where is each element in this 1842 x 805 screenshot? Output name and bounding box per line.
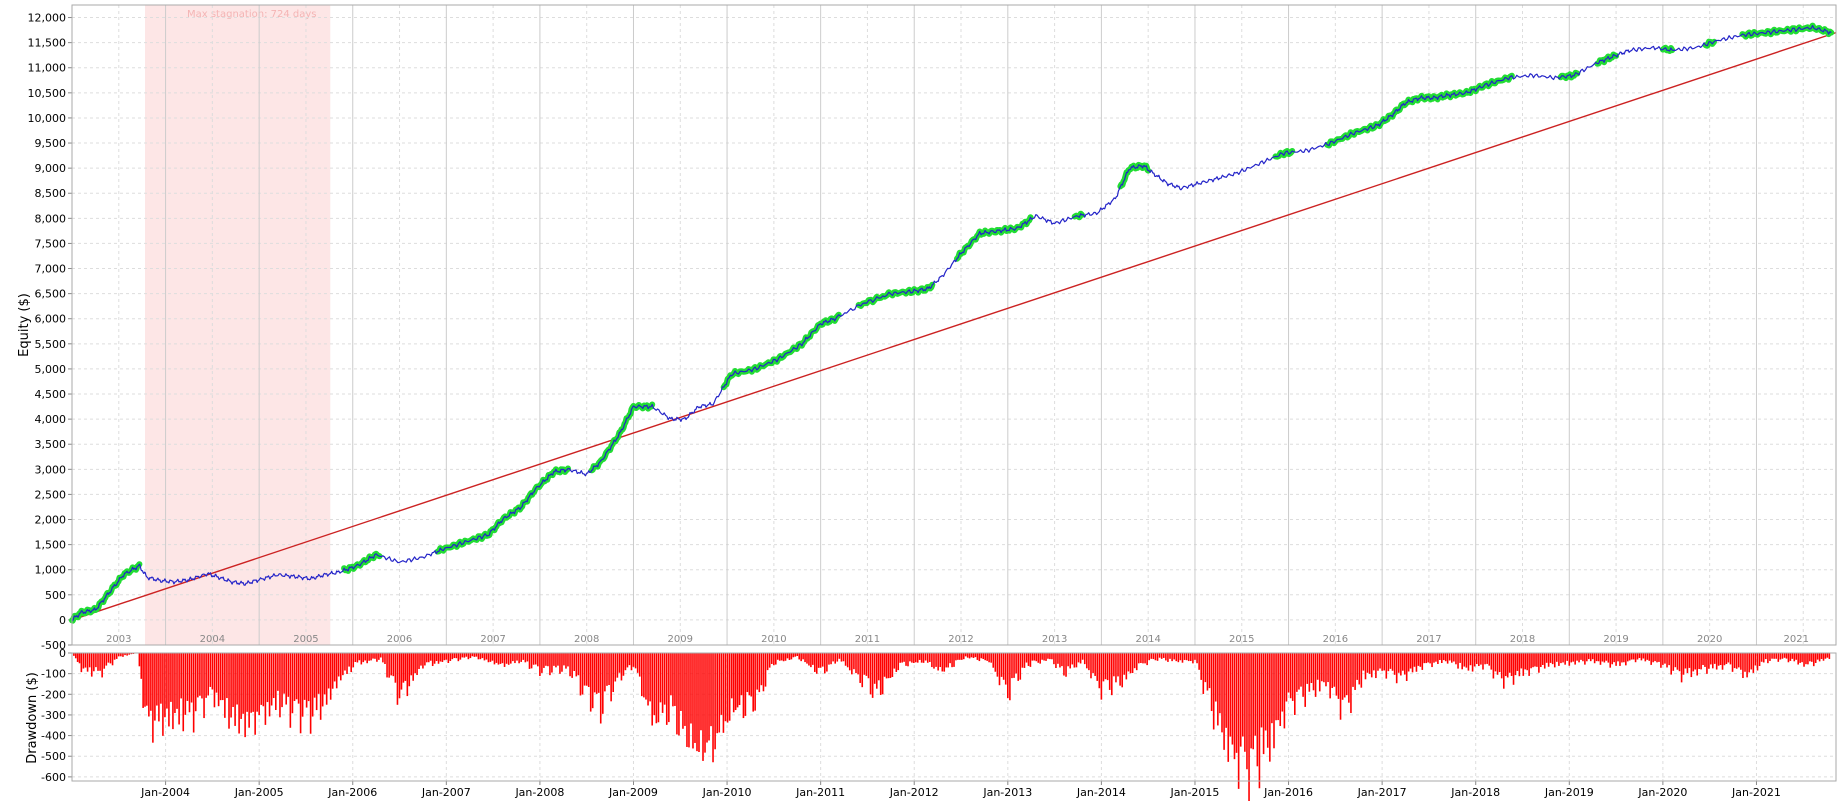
equity-y-tick-label: 10,500 <box>28 87 67 100</box>
year-label: 2012 <box>948 634 973 645</box>
drawdown-x-tick-label: Jan-2014 <box>1076 786 1126 799</box>
year-label: 2017 <box>1416 634 1441 645</box>
equity-y-tick-label: -500 <box>41 639 66 652</box>
year-label: 2014 <box>1135 634 1160 645</box>
equity-y-tick-label: 2,500 <box>35 488 67 501</box>
drawdown-y-tick-label: -500 <box>41 750 66 763</box>
equity-y-tick-label: 11,000 <box>28 62 67 75</box>
equity-plot-background <box>72 5 1836 645</box>
drawdown-y-tick-label: -600 <box>41 771 66 784</box>
drawdown-x-tick-label: Jan-2012 <box>889 786 939 799</box>
drawdown-x-tick-label: Jan-2004 <box>140 786 190 799</box>
drawdown-plot-border <box>71 652 1837 782</box>
equity-y-tick-label: 8,000 <box>35 212 67 225</box>
year-label: 2005 <box>293 634 318 645</box>
year-label: 2008 <box>574 634 599 645</box>
drawdown-x-tick-label: Jan-2008 <box>514 786 564 799</box>
drawdown-x-tick-label: Jan-2015 <box>1170 786 1220 799</box>
equity-y-tick-label: 12,000 <box>28 12 67 25</box>
equity-y-tick-label: 5,500 <box>35 338 67 351</box>
year-label: 2006 <box>387 634 412 645</box>
drawdown-x-tick-label: Jan-2019 <box>1544 786 1594 799</box>
equity-gridlines <box>72 5 1836 646</box>
drawdown-x-tick-label: Jan-2011 <box>795 786 845 799</box>
equity-y-tick-label: 9,500 <box>35 137 67 150</box>
drawdown-x-tick-label: Jan-2009 <box>608 786 658 799</box>
stagnation-shade <box>144 5 331 645</box>
drawdown-x-tick-label: Jan-2020 <box>1637 786 1687 799</box>
drawdown-x-tick-label: Jan-2016 <box>1263 786 1313 799</box>
drawdown-x-axis: Jan-2004 Jan-2005 Jan-2006 Jan-2007 Jan-2008… <box>140 781 1781 799</box>
equity-y-tick-label: 9,000 <box>35 162 67 175</box>
equity-y-tick-label: 10,000 <box>28 112 67 125</box>
year-label: 2021 <box>1784 634 1809 645</box>
drawdown-x-tick-label: Jan-2018 <box>1450 786 1500 799</box>
equity-y-tick-label: 4,500 <box>35 388 67 401</box>
equity-y-tick-label: 3,000 <box>35 463 67 476</box>
equity-y-tick-label: 1,000 <box>35 564 67 577</box>
drawdown-x-tick-label: Jan-2007 <box>421 786 471 799</box>
equity-y-tick-label: 500 <box>45 589 66 602</box>
drawdown-x-tick-label: Jan-2010 <box>702 786 752 799</box>
drawdown-bars <box>73 653 1831 805</box>
equity-y-tick-label: 8,500 <box>35 187 67 200</box>
equity-panel: Max stagnation: 724 days -500 0 500 1,000 1,… <box>17 4 1837 652</box>
equity-y-tick-label: 2,000 <box>35 514 67 527</box>
equity-y-tick-label: 1,500 <box>35 539 67 552</box>
equity-y-tick-label: 7,500 <box>35 237 67 250</box>
drawdown-y-tick-label: -200 <box>41 688 66 701</box>
drawdown-x-tick-label: Jan-2006 <box>327 786 377 799</box>
year-label: 2015 <box>1229 634 1254 645</box>
equity-y-tick-label: 4,000 <box>35 413 67 426</box>
drawdown-y-tick-label: -100 <box>41 668 66 681</box>
equity-y-tick-label: 5,000 <box>35 363 67 376</box>
drawdown-plot-background <box>72 653 1836 781</box>
year-label: 2010 <box>761 634 786 645</box>
year-label: 2004 <box>200 634 225 645</box>
equity-y-tick-label: 6,000 <box>35 313 67 326</box>
year-label: 2013 <box>1042 634 1067 645</box>
year-label: 2019 <box>1603 634 1628 645</box>
equity-y-axis: -500 0 500 1,000 1,500 2,000 2,500 3,000 3,500 4,… <box>28 12 72 652</box>
drawdown-y-label: Drawdown ($) <box>25 672 40 764</box>
drawdown-y-tick-label: 0 <box>59 647 66 660</box>
year-label: 2018 <box>1510 634 1535 645</box>
drawdown-x-tick-label: Jan-2013 <box>982 786 1032 799</box>
drawdown-x-tick-label: Jan-2005 <box>234 786 284 799</box>
stagnation-label: Max stagnation: 724 days <box>187 9 317 20</box>
drawdown-x-tick-label: Jan-2021 <box>1731 786 1781 799</box>
drawdown-x-tick-label: Jan-2017 <box>1357 786 1407 799</box>
drawdown-y-tick-label: -400 <box>41 730 66 743</box>
year-label: 2003 <box>106 634 131 645</box>
drawdown-y-axis: -600 -500 -400 -300 -200 -100 0 <box>41 647 72 784</box>
year-labels: 2003 2004 2005 2006 2007 2008 2009 2010 2011 2012… <box>106 634 1809 645</box>
trend-line <box>71 31 1837 621</box>
equity-plot-border <box>71 4 1837 646</box>
equity-y-tick-label: 3,500 <box>35 438 67 451</box>
equity-y-tick-label: 11,500 <box>28 37 67 50</box>
year-label: 2020 <box>1697 634 1722 645</box>
year-label: 2011 <box>855 634 880 645</box>
equity-y-tick-label: 6,500 <box>35 288 67 301</box>
equity-y-tick-label: 0 <box>59 614 66 627</box>
equity-y-tick-label: 7,000 <box>35 263 67 276</box>
equity-series <box>69 22 1837 624</box>
year-label: 2016 <box>1323 634 1348 645</box>
equity-y-label: Equity ($) <box>17 293 32 357</box>
year-label: 2009 <box>668 634 693 645</box>
drawdown-y-tick-label: -300 <box>41 709 66 722</box>
year-label: 2007 <box>480 634 505 645</box>
equity-line <box>71 25 1832 622</box>
